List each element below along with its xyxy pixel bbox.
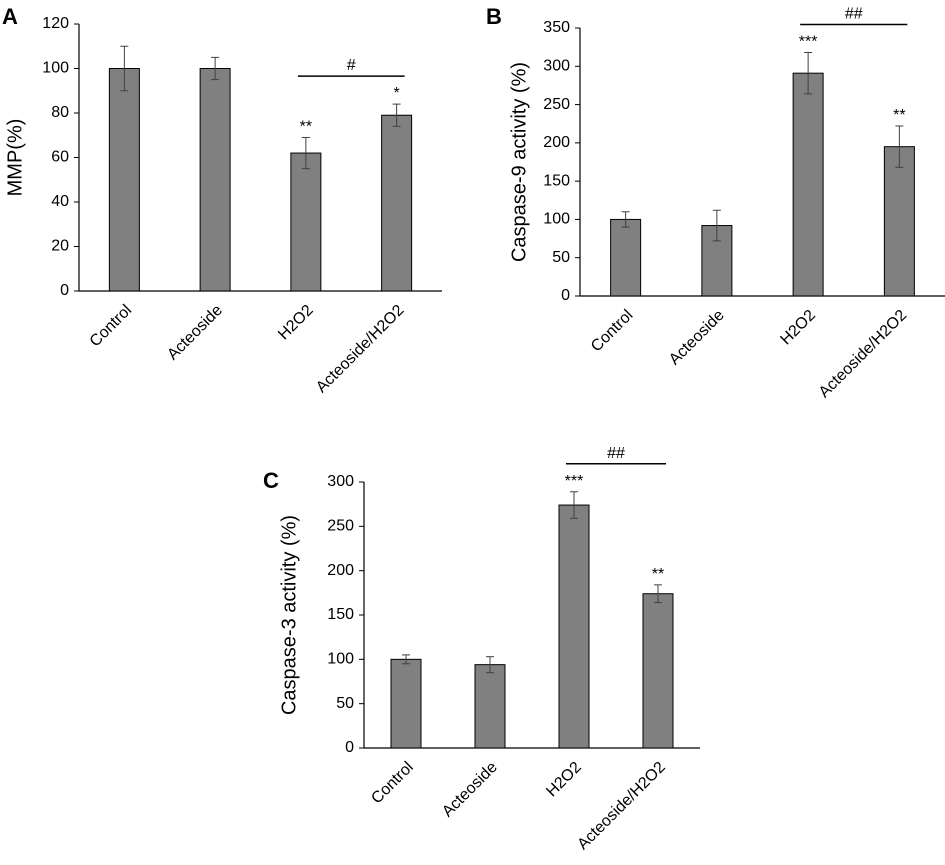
bar — [883, 146, 915, 297]
y-tick-label: 100 — [327, 651, 354, 668]
category-label: Acteoside — [439, 759, 501, 821]
bar — [390, 658, 422, 749]
y-tick-label: 150 — [327, 606, 354, 623]
significance-stars: * — [394, 85, 400, 102]
bar — [381, 114, 413, 292]
bar — [792, 72, 824, 297]
bar — [610, 218, 642, 297]
category-label: H2O2 — [543, 759, 585, 801]
category-label: Acteoside/H2O2 — [313, 302, 407, 396]
y-tick-label: 20 — [51, 238, 69, 255]
significance-stars: *** — [565, 473, 584, 490]
category-label: H2O2 — [777, 307, 819, 349]
panel-letter: B — [486, 4, 502, 29]
y-tick-label: 50 — [336, 695, 354, 712]
y-tick-label: 150 — [543, 172, 570, 189]
y-axis-title: MMP(%) — [4, 119, 26, 197]
bar — [290, 152, 322, 292]
bracket-label: ## — [845, 6, 863, 23]
bar — [108, 68, 140, 292]
category-label: Acteoside/H2O2 — [574, 759, 668, 853]
y-tick-label: 60 — [51, 149, 69, 166]
significance-stars: ** — [300, 118, 312, 135]
y-tick-label: 50 — [552, 249, 570, 266]
bar — [474, 664, 506, 749]
panel-letter: A — [2, 4, 18, 29]
y-tick-label: 0 — [60, 282, 69, 299]
category-label: Control — [368, 759, 416, 807]
bar — [558, 504, 590, 749]
y-tick-label: 300 — [327, 473, 354, 490]
y-tick-label: 0 — [561, 287, 570, 304]
category-label: Control — [588, 307, 636, 355]
y-tick-label: 250 — [543, 96, 570, 113]
panel-letter: C — [263, 468, 279, 493]
y-axis-title: Caspase-9 activity (%) — [508, 62, 530, 262]
bar — [642, 593, 674, 749]
panel-b: B 0 50 100 150 200 250 300 350 Caspase-9 activity… — [486, 4, 945, 401]
y-tick-label: 250 — [327, 518, 354, 535]
y-tick-label: 100 — [42, 60, 69, 77]
category-label: Acteoside/H2O2 — [816, 307, 910, 401]
category-label: Control — [87, 302, 135, 350]
bar — [199, 68, 231, 292]
category-label: Acteoside — [666, 307, 728, 369]
y-tick-label: 120 — [42, 15, 69, 32]
y-tick-label: 40 — [51, 193, 69, 210]
y-tick-label: 350 — [543, 19, 570, 36]
bracket-label: ## — [607, 445, 625, 462]
significance-stars: ** — [652, 566, 664, 583]
category-label: Acteoside — [164, 302, 226, 364]
y-tick-label: 200 — [543, 134, 570, 151]
bracket-label: # — [347, 57, 356, 74]
y-tick-label: 100 — [543, 211, 570, 228]
y-tick-label: 200 — [327, 562, 354, 579]
y-tick-label: 80 — [51, 104, 69, 121]
y-tick-label: 0 — [345, 739, 354, 756]
y-axis-title: Caspase-3 activity (%) — [278, 515, 300, 715]
y-tick-label: 300 — [543, 58, 570, 75]
panel-c: C 0 50 100 150 200 250 300 Caspase-3 activity (%… — [263, 445, 700, 853]
significance-stars: *** — [799, 34, 818, 51]
significance-stars: ** — [893, 107, 905, 124]
category-label: H2O2 — [275, 302, 317, 344]
